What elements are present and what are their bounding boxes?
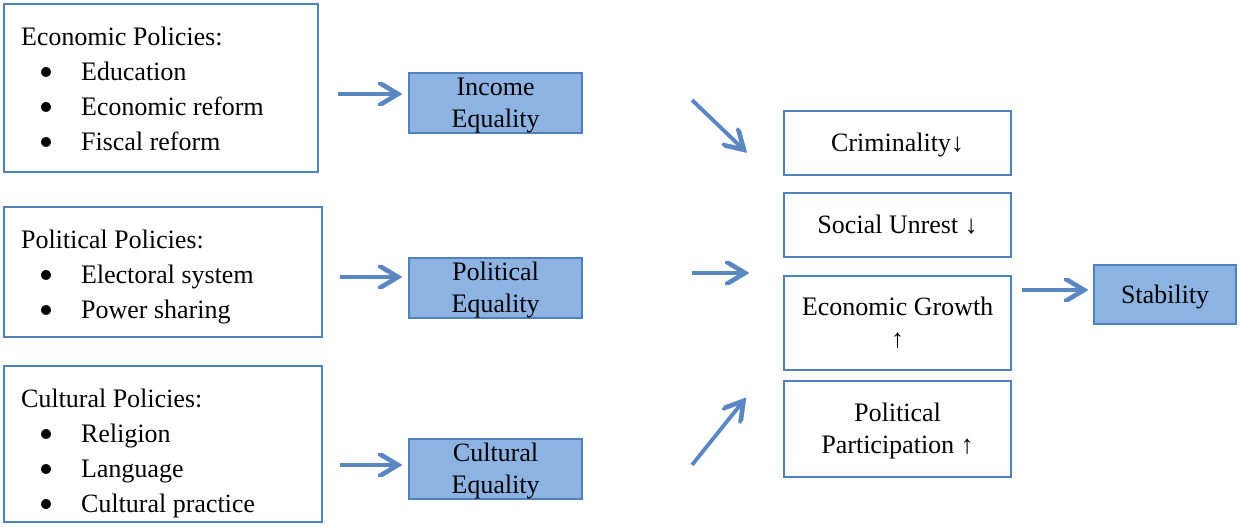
label: Income Equality [451, 72, 540, 133]
policy-box: Cultural Policies: Religion Language Cultur… [3, 365, 323, 523]
result-box: Stability [1093, 264, 1237, 325]
label: Criminality↓ [831, 128, 964, 157]
bullet [41, 137, 51, 147]
policy-item: Education [21, 54, 317, 89]
label: Cultural Equality [451, 438, 540, 499]
equality-box: Cultural Equality [408, 438, 583, 500]
bullet [41, 305, 51, 315]
policy-item: Language [21, 451, 321, 486]
bullet [41, 67, 51, 77]
policy-item: Fiscal reform [21, 124, 317, 159]
arrow [690, 98, 741, 147]
policy-title: Cultural Policies: [21, 384, 203, 413]
bullet [41, 429, 51, 439]
bullet [41, 270, 51, 280]
outcome-box: Social Unrest ↓ [783, 192, 1012, 258]
policy-box: Economic Policies: Education Economic refo… [3, 3, 319, 173]
policy-box: Political Policies: Electoral system Power… [3, 206, 323, 338]
label: Economic Growth ↑ [801, 292, 994, 353]
policy-item: Economic reform [21, 89, 317, 124]
arrow [690, 404, 741, 467]
label: Political Participation ↑ [821, 398, 974, 459]
outcome-box: Criminality↓ [783, 110, 1012, 176]
bullet [41, 102, 51, 112]
outcome-box: Economic Growth ↑ [783, 275, 1012, 371]
policy-item: Power sharing [21, 292, 321, 327]
label: Political Equality [451, 257, 540, 318]
policy-item: Cultural practice [21, 486, 321, 521]
label: Social Unrest ↓ [817, 210, 978, 239]
bullet [41, 464, 51, 474]
equality-box: Income Equality [408, 72, 583, 134]
outcome-box: Political Participation ↑ [783, 380, 1012, 478]
policy-title: Economic Policies: [21, 22, 223, 51]
bullet [41, 499, 51, 509]
policy-title: Political Policies: [21, 225, 204, 254]
policy-item: Electoral system [21, 257, 321, 292]
policy-item: Religion [21, 416, 321, 451]
equality-box: Political Equality [408, 257, 583, 319]
